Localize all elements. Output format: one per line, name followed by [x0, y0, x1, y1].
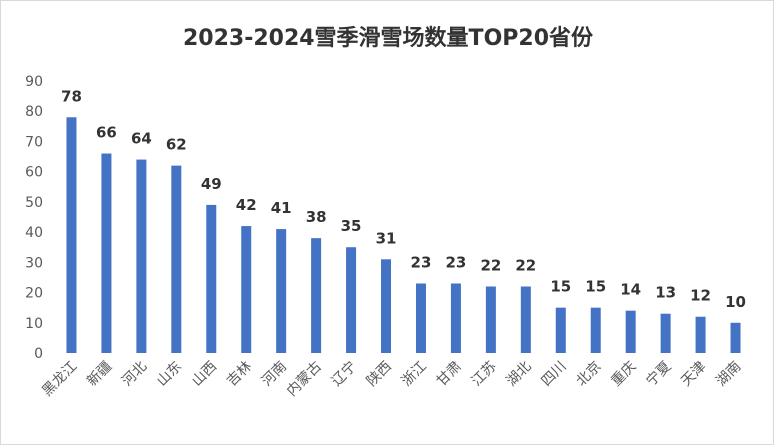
- data-label: 66: [96, 124, 117, 142]
- bar: [415, 283, 426, 353]
- x-tick-label: 重庆: [608, 359, 639, 390]
- bar: [485, 286, 496, 353]
- bar: [136, 159, 147, 353]
- data-label: 35: [341, 217, 362, 235]
- bar: [171, 165, 182, 353]
- x-tick-label: 黑龙江: [39, 359, 80, 400]
- data-labels: 78 66 64 62 49 42 41 38 35 31 23 23 22 22 15 15 14 13 12 10: [61, 87, 746, 311]
- data-label: 15: [550, 278, 571, 296]
- x-tick-label: 陕西: [364, 359, 395, 390]
- bar: [276, 229, 287, 353]
- bar: [660, 313, 671, 353]
- bar: [101, 153, 112, 353]
- x-tick-label: 河南: [259, 359, 290, 390]
- y-tick-label: 50: [25, 195, 43, 211]
- bar: [730, 322, 741, 353]
- x-tick-label: 天津: [678, 359, 709, 390]
- x-tick-label: 江苏: [469, 359, 500, 390]
- x-tick-label: 山西: [189, 359, 220, 390]
- chart-title: 2023-2024雪季滑雪场数量TOP20省份: [183, 25, 594, 51]
- x-tick-label: 浙江: [399, 359, 430, 390]
- y-axis: 0 10 20 30 40 50 60 70 80 90: [25, 74, 43, 362]
- data-label: 10: [725, 293, 746, 311]
- data-label: 64: [131, 130, 152, 148]
- y-tick-label: 70: [25, 134, 43, 150]
- bar: [381, 259, 392, 353]
- x-tick-label: 辽宁: [328, 358, 360, 390]
- bar: [206, 204, 217, 353]
- data-label: 14: [620, 281, 641, 299]
- x-tick-label: 北京: [573, 359, 604, 390]
- bar: [66, 117, 77, 354]
- data-label: 41: [271, 199, 292, 217]
- x-tick-label: 内蒙古: [284, 359, 325, 400]
- data-label: 22: [480, 257, 501, 275]
- y-tick-label: 30: [25, 255, 43, 271]
- x-tick-label: 新疆: [84, 359, 115, 390]
- bar: [241, 226, 252, 353]
- bar: [346, 247, 357, 353]
- y-tick-label: 10: [25, 316, 43, 332]
- data-label: 12: [690, 287, 711, 305]
- data-label: 15: [585, 278, 606, 296]
- data-label: 23: [445, 253, 466, 271]
- data-label: 22: [515, 257, 536, 275]
- data-label: 62: [166, 136, 187, 154]
- bar: [520, 286, 531, 353]
- data-label: 78: [61, 87, 82, 105]
- y-tick-label: 40: [25, 225, 43, 241]
- bar: [311, 238, 322, 353]
- data-label: 23: [411, 253, 432, 271]
- bar: [625, 310, 636, 353]
- bar: [590, 307, 601, 353]
- bar: [695, 316, 706, 353]
- x-tick-label: 四川: [538, 359, 569, 390]
- data-label: 42: [236, 196, 257, 214]
- y-tick-label: 60: [25, 165, 43, 181]
- y-tick-label: 0: [34, 346, 43, 362]
- y-tick-label: 90: [25, 74, 43, 90]
- data-label: 38: [306, 208, 327, 226]
- x-tick-label: 湖北: [504, 359, 535, 390]
- x-tick-label: 甘肃: [434, 359, 465, 390]
- x-tick-label: 吉林: [224, 359, 255, 390]
- x-tick-label: 湖南: [713, 359, 744, 390]
- x-tick-label: 宁夏: [643, 358, 675, 390]
- y-tick-label: 80: [25, 104, 43, 120]
- x-tick-label: 河北: [119, 359, 150, 390]
- data-label: 31: [376, 229, 397, 247]
- bars: [66, 117, 741, 354]
- y-tick-label: 20: [25, 286, 43, 302]
- x-tick-label: 山东: [154, 359, 185, 390]
- data-label: 13: [655, 284, 676, 302]
- data-label: 49: [201, 175, 222, 193]
- bar: [555, 307, 566, 353]
- bar: [450, 283, 461, 353]
